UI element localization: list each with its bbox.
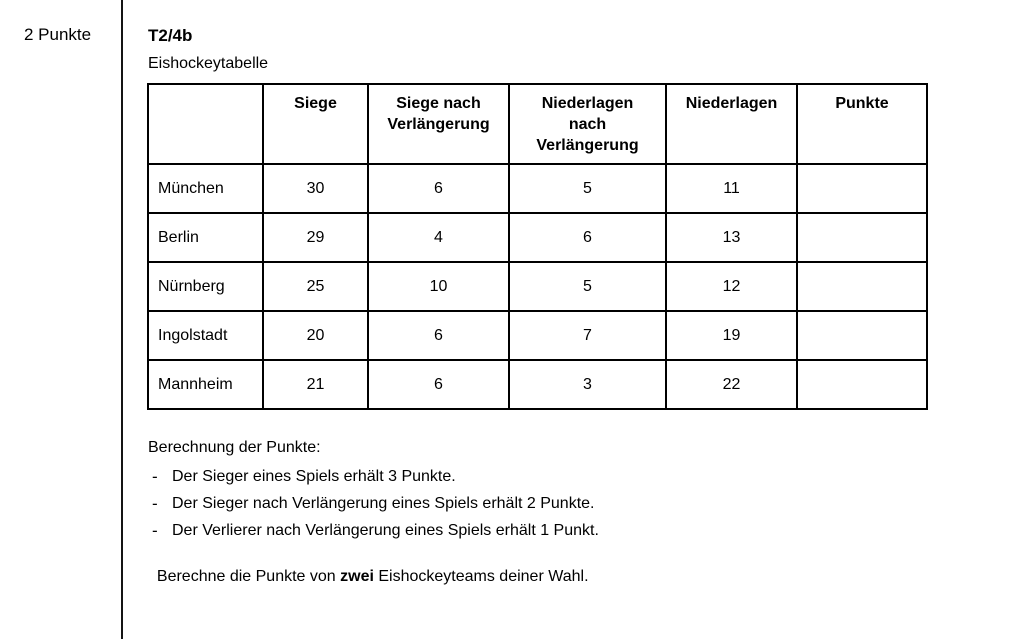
siege-nach-verlaengerung-cell: 4: [367, 212, 510, 263]
niederlagen-cell: 19: [665, 310, 798, 361]
table-row-nuernberg: Nürnberg 25 10 5 12: [147, 261, 928, 312]
siege-nach-verlaengerung-cell: 10: [367, 261, 510, 312]
task-text-suffix: Eishockeyteams deiner Wahl.: [373, 568, 589, 585]
rule-text: Der Sieger nach Verlängerung eines Spiel…: [172, 495, 595, 512]
niederlagen-nach-verlaengerung-cell: 7: [508, 310, 667, 361]
niederlagen-nach-verlaengerung-cell: 5: [508, 163, 667, 214]
dash-bullet: -: [152, 521, 158, 540]
rule-item: - Der Verlierer nach Verlängerung eines …: [148, 517, 848, 544]
table-row-mannheim: Mannheim 21 6 3 22: [147, 359, 928, 410]
dash-bullet: -: [152, 494, 158, 513]
calculation-heading: Berechnung der Punkte:: [148, 439, 321, 456]
siege-nach-verlaengerung-cell: 6: [367, 310, 510, 361]
siege-cell: 29: [262, 212, 369, 263]
team-name-cell: Nürnberg: [147, 261, 264, 312]
column-header-niederlagen: Niederlagen: [665, 83, 798, 165]
punkte-empty-cell: [796, 310, 928, 361]
niederlagen-cell: 22: [665, 359, 798, 410]
siege-cell: 21: [262, 359, 369, 410]
exercise-id-title: T2/4b: [148, 26, 193, 45]
column-header-siege-nach-verlaengerung: Siege nach Verlängerung: [367, 83, 510, 165]
punkte-empty-cell: [796, 359, 928, 410]
hockey-standings-table: Siege Siege nach Verlängerung Niederlage…: [147, 83, 928, 410]
task-text-bold: zwei: [340, 568, 374, 585]
dash-bullet: -: [152, 467, 158, 486]
table-row-berlin: Berlin 29 4 6 13: [147, 212, 928, 263]
siege-cell: 30: [262, 163, 369, 214]
table-row-muenchen: München 30 6 5 11: [147, 163, 928, 214]
task-instruction: Berechne die Punkte von zwei Eishockeyte…: [148, 550, 589, 586]
niederlagen-nach-verlaengerung-cell: 6: [508, 212, 667, 263]
team-name-cell: Ingolstadt: [147, 310, 264, 361]
table-row-ingolstadt: Ingolstadt 20 6 7 19: [147, 310, 928, 361]
siege-nach-verlaengerung-cell: 6: [367, 163, 510, 214]
rule-text: Der Verlierer nach Verlängerung eines Sp…: [172, 522, 599, 539]
column-header-team: [147, 83, 264, 165]
rule-item: - Der Sieger nach Verlängerung eines Spi…: [148, 490, 848, 517]
column-header-siege: Siege: [262, 83, 369, 165]
left-margin-divider-line: [121, 0, 123, 639]
team-name-cell: Mannheim: [147, 359, 264, 410]
team-name-cell: München: [147, 163, 264, 214]
punkte-empty-cell: [796, 261, 928, 312]
punkte-empty-cell: [796, 163, 928, 214]
points-calculation-section: Berechnung der Punkte: - Der Sieger eine…: [148, 438, 848, 544]
niederlagen-nach-verlaengerung-cell: 5: [508, 261, 667, 312]
task-text-prefix: Berechne die Punkte von: [156, 568, 341, 585]
table-header-row: Siege Siege nach Verlängerung Niederlage…: [147, 83, 928, 165]
punkte-empty-cell: [796, 212, 928, 263]
niederlagen-cell: 12: [665, 261, 798, 312]
team-name-cell: Berlin: [147, 212, 264, 263]
siege-nach-verlaengerung-cell: 6: [367, 359, 510, 410]
siege-cell: 20: [262, 310, 369, 361]
rule-text: Der Sieger eines Spiels erhält 3 Punkte.: [172, 468, 456, 485]
siege-cell: 25: [262, 261, 369, 312]
niederlagen-cell: 13: [665, 212, 798, 263]
niederlagen-cell: 11: [665, 163, 798, 214]
points-margin-label: 2 Punkte: [24, 25, 92, 44]
exercise-subtitle: Eishockeytabelle: [148, 55, 269, 72]
niederlagen-nach-verlaengerung-cell: 3: [508, 359, 667, 410]
column-header-punkte: Punkte: [796, 83, 928, 165]
column-header-niederlagen-nach-verlaengerung: Niederlagen nach Verlängerung: [508, 83, 667, 165]
rule-item: - Der Sieger eines Spiels erhält 3 Punkt…: [148, 463, 848, 490]
